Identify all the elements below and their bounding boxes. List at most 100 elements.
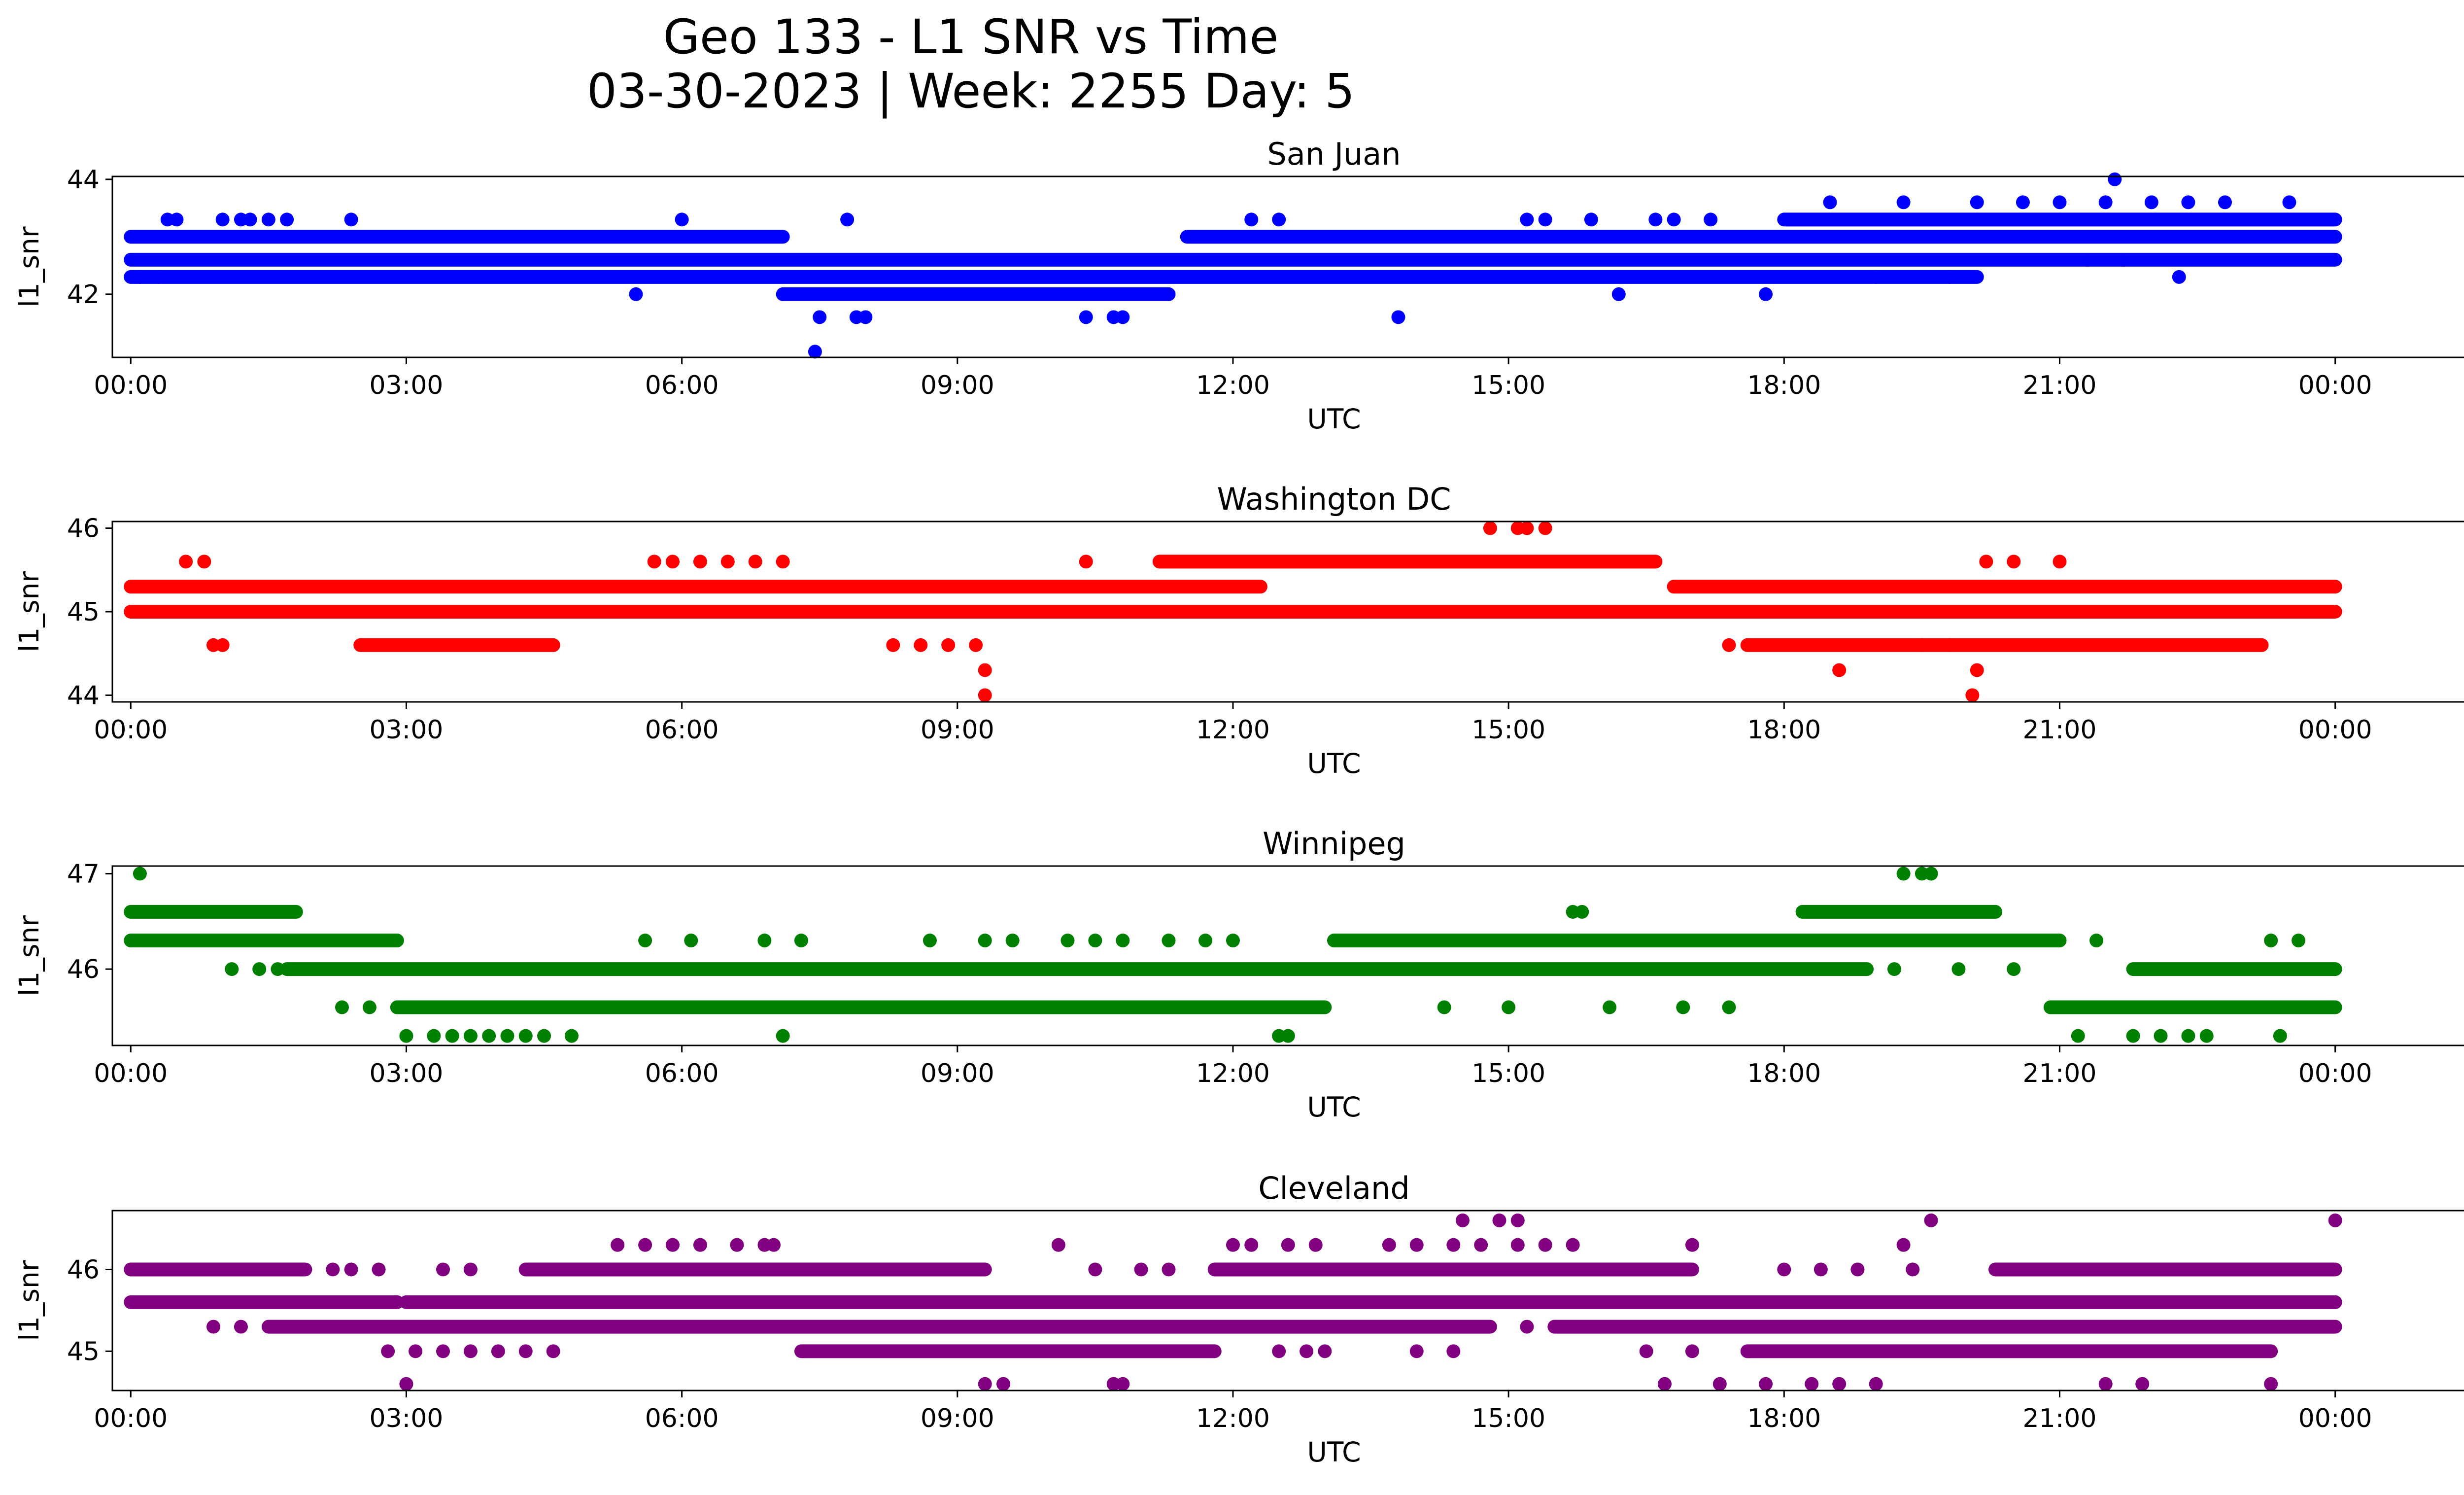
subplot-san-juan: San Juan 00:00 03:00 06:00 09:00 12:00 15:00 18… xyxy=(13,136,2464,435)
data-point xyxy=(1887,962,1901,976)
data-point xyxy=(225,962,239,976)
data-point xyxy=(436,1262,450,1277)
point-band xyxy=(124,1295,404,1309)
data-point xyxy=(730,1238,744,1252)
x-tick-label: 12:00 xyxy=(1196,715,1270,745)
data-point xyxy=(546,1344,560,1358)
x-tick-label: 09:00 xyxy=(921,1059,994,1088)
data-point xyxy=(1437,1000,1451,1014)
data-point xyxy=(2007,962,2021,976)
point-band xyxy=(2126,962,2342,976)
data-point xyxy=(381,1344,395,1358)
data-point xyxy=(399,1029,413,1043)
point-band xyxy=(261,1320,1497,1334)
data-point xyxy=(1538,212,1552,227)
data-point xyxy=(252,962,267,976)
x-tick-label: 09:00 xyxy=(921,1404,994,1433)
data-point xyxy=(2144,195,2158,209)
point-band xyxy=(2043,1000,2342,1014)
data-point xyxy=(1896,195,1911,209)
data-point xyxy=(427,1029,441,1043)
data-point xyxy=(2108,172,2122,186)
data-point xyxy=(1510,1238,1525,1252)
data-point xyxy=(2181,195,2195,209)
data-point xyxy=(1300,1344,1314,1358)
y-tick-label: 45 xyxy=(67,1337,100,1366)
data-point xyxy=(2181,1029,2195,1043)
x-tick-label: 06:00 xyxy=(645,715,719,745)
data-point xyxy=(326,1262,340,1277)
data-point xyxy=(151,270,166,284)
data-point xyxy=(1474,1238,1488,1252)
data-point xyxy=(1446,1344,1461,1358)
y-tick-label: 45 xyxy=(67,597,100,627)
subplots: San Juan 00:00 03:00 06:00 09:00 12:00 15:00 18… xyxy=(13,136,2464,1468)
data-point xyxy=(436,1344,450,1358)
data-point xyxy=(197,555,211,569)
data-point xyxy=(665,1238,680,1252)
data-point xyxy=(1979,555,1993,569)
data-point xyxy=(1061,934,1075,948)
point-band xyxy=(1667,580,2342,594)
data-point xyxy=(2264,934,2278,948)
data-point xyxy=(647,555,661,569)
data-point xyxy=(1198,934,1213,948)
data-point xyxy=(463,1029,478,1043)
data-point xyxy=(1648,212,1663,227)
data-point xyxy=(463,1344,478,1358)
data-point xyxy=(1079,310,1093,324)
point-band xyxy=(1180,230,2342,244)
y-tick-label: 46 xyxy=(67,955,100,984)
data-point xyxy=(1005,934,1020,948)
x-tick-label: 15:00 xyxy=(1472,1059,1545,1088)
data-point xyxy=(1520,521,1534,535)
x-tick-label: 00:00 xyxy=(2298,1059,2372,1088)
point-band xyxy=(124,270,1984,284)
data-point xyxy=(2282,195,2296,209)
data-point xyxy=(1722,638,1736,652)
data-point xyxy=(1611,287,1626,301)
subplot-title: Cleveland xyxy=(1258,1170,1409,1206)
data-point xyxy=(2154,1029,2168,1043)
data-point xyxy=(500,1029,514,1043)
data-point xyxy=(1805,1377,1819,1391)
data-point xyxy=(1575,904,1589,919)
point-band xyxy=(390,1000,1332,1014)
data-point xyxy=(564,1029,579,1043)
point-band xyxy=(1152,555,1663,569)
data-point xyxy=(2053,195,2067,209)
point-band xyxy=(776,287,1176,301)
data-point xyxy=(1538,1238,1552,1252)
data-point xyxy=(409,1344,423,1358)
data-point xyxy=(1364,605,1378,619)
subplot-title: San Juan xyxy=(1267,136,1401,172)
figure-title-line1: Geo 133 - L1 SNR vs Time xyxy=(663,9,1279,65)
point-band xyxy=(399,1295,2342,1309)
data-point xyxy=(1308,1238,1323,1252)
x-tick-label: 00:00 xyxy=(94,1404,168,1433)
data-point xyxy=(693,1238,707,1252)
data-point xyxy=(2172,270,2186,284)
data-point xyxy=(1409,1344,1424,1358)
data-point xyxy=(1556,605,1571,619)
data-point xyxy=(1566,1238,1580,1252)
data-point xyxy=(720,555,735,569)
data-point xyxy=(1685,1344,1699,1358)
subplot-cleveland: Cleveland 00:00 03:00 06:00 09:00 12:00 15:00 1… xyxy=(13,1170,2464,1468)
data-point xyxy=(1116,310,1130,324)
point-band xyxy=(124,934,404,948)
data-point xyxy=(748,555,762,569)
data-point xyxy=(1510,1213,1525,1227)
data-point xyxy=(1382,1238,1396,1252)
data-point xyxy=(1951,962,1966,976)
axes-frame xyxy=(111,865,2464,1046)
data-point xyxy=(1869,270,1883,284)
data-point xyxy=(1520,1320,1534,1334)
data-point xyxy=(1814,1262,1828,1277)
data-point xyxy=(1759,1377,1773,1391)
data-point xyxy=(1079,555,1093,569)
data-point xyxy=(1134,1262,1148,1277)
point-band xyxy=(1795,904,2003,919)
data-point xyxy=(1685,1238,1699,1252)
point-band xyxy=(1740,638,2269,652)
